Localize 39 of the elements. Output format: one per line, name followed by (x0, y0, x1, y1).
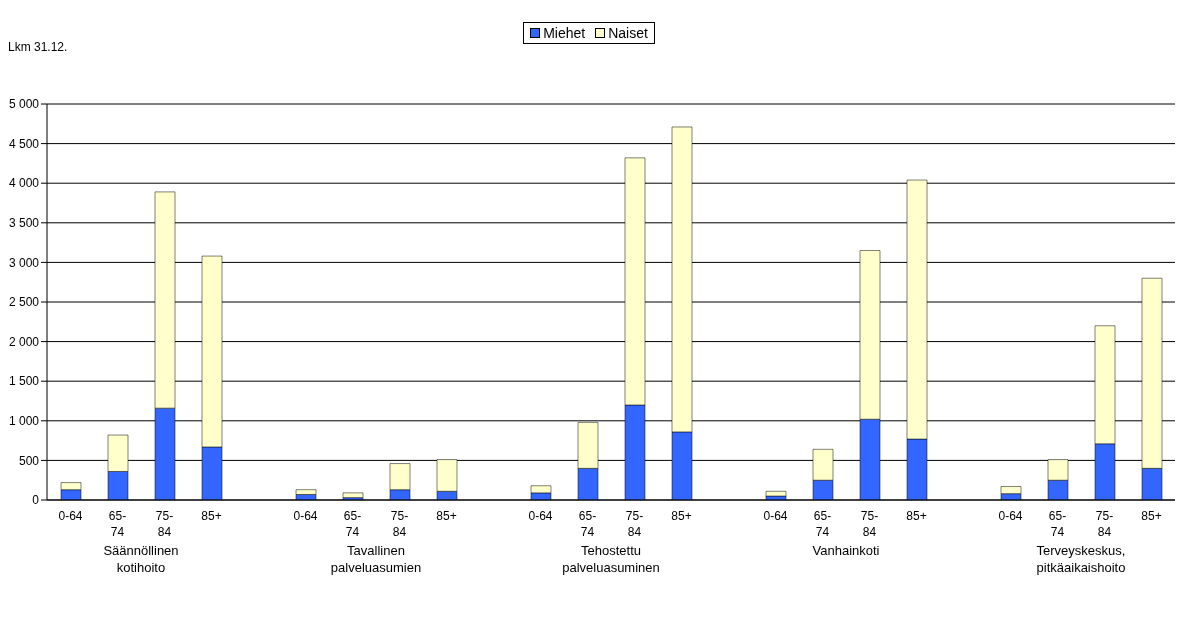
legend-label: Naiset (607, 25, 648, 41)
y-tick-label: 2 500 (8, 295, 40, 310)
x-tick-label: 85+ (906, 509, 927, 523)
y-tick-label: 4 000 (8, 176, 40, 191)
x-tick-label: 0-64 (293, 509, 318, 523)
text: Vanhainkoti (811, 542, 881, 559)
y-tick-label: 1 500 (8, 374, 40, 389)
y-tick-label: 4 500 (8, 136, 40, 151)
x-tick-label: 65-74 (343, 509, 362, 539)
x-tick-label: 0-64 (998, 509, 1023, 523)
text: Tavallinen palveluasumien (329, 542, 423, 576)
y-tick-label: 3 000 (8, 255, 40, 270)
x-tick-label: 85+ (671, 509, 692, 523)
x-tick-label: 75-84 (390, 509, 409, 539)
x-tick-label: 85+ (1141, 509, 1162, 523)
x-tick-label: 75-84 (1095, 509, 1114, 539)
x-tick-label: 65-74 (108, 509, 127, 539)
x-tick-label: 0-64 (528, 509, 553, 523)
y-axis-title: Lkm 31.12. (8, 40, 68, 54)
x-tick-label: 85+ (201, 509, 222, 523)
x-tick-label: 75-84 (625, 509, 644, 539)
y-tick-label: 3 500 (8, 216, 40, 231)
x-tick-label: 0-64 (58, 509, 83, 523)
y-tick-label: 1 000 (8, 414, 40, 429)
y-tick-label: 0 (32, 493, 40, 508)
x-tick-label: 0-64 (763, 509, 788, 523)
x-tick-label: 65-74 (813, 509, 832, 539)
legend-label: Miehet (542, 25, 586, 41)
text: Säännöllinen kotihoito (102, 542, 180, 576)
y-tick-label: 2 000 (8, 334, 40, 349)
x-tick-label: 85+ (436, 509, 457, 523)
x-tick-label: 65-74 (1048, 509, 1067, 539)
x-tick-label: 65-74 (578, 509, 597, 539)
text: Terveyskeskus, pitkäaikaishoito (1035, 542, 1127, 576)
y-tick-label: 500 (18, 453, 40, 468)
x-tick-label: 75-84 (860, 509, 879, 539)
y-tick-label: 5 000 (8, 97, 40, 112)
text: Tehostettu palveluasuminen (561, 542, 661, 576)
x-tick-label: 75-84 (155, 509, 174, 539)
